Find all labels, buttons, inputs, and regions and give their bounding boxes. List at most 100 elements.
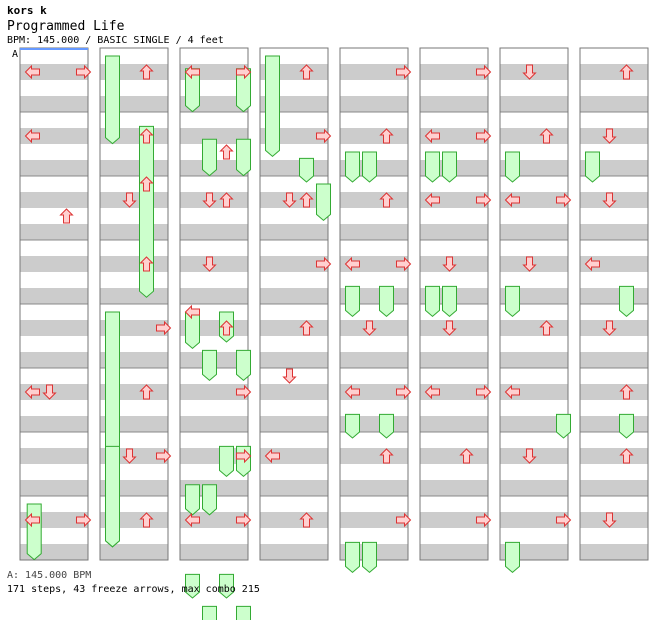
bpm-legend: A: 145.000 BPM (7, 570, 92, 581)
freeze-arrow (585, 151, 600, 183)
step-arrow-down (522, 448, 537, 464)
step-arrow-up (139, 176, 154, 192)
step-arrow-right (156, 320, 172, 336)
step-arrow-up (139, 256, 154, 272)
song-title: Programmed Life (7, 19, 125, 34)
step-arrow-up (379, 448, 394, 464)
freeze-arrow (105, 445, 120, 548)
column-border (419, 47, 489, 561)
beat-stripe (500, 224, 568, 240)
beat-stripe (20, 192, 88, 208)
step-arrow-down (442, 320, 457, 336)
beat-stripe (260, 224, 328, 240)
step-arrow-down (202, 192, 217, 208)
beat-stripe (420, 480, 488, 496)
step-arrow-down (42, 384, 57, 400)
beat-stripe (500, 320, 568, 336)
freeze-arrow (105, 55, 120, 145)
beat-stripe (20, 448, 88, 464)
beat-stripe (420, 256, 488, 272)
beat-stripe (340, 352, 408, 368)
step-arrow-up (619, 384, 634, 400)
freeze-arrow (619, 285, 634, 318)
freeze-arrow (316, 183, 331, 222)
beat-stripe (500, 384, 568, 400)
beat-stripe (260, 544, 328, 560)
freeze-arrow (202, 605, 217, 620)
freeze-arrow (236, 349, 251, 382)
bpm-marker-label: A (12, 49, 18, 60)
beat-stripe (100, 160, 168, 176)
freeze-arrow (556, 413, 571, 439)
step-arrow-down (602, 512, 617, 528)
column-border (99, 47, 169, 561)
step-arrow-right (556, 512, 572, 528)
beat-stripe (20, 256, 88, 272)
freeze-arrow (185, 573, 200, 599)
step-arrow-down (122, 192, 137, 208)
step-arrow-left (424, 384, 440, 400)
step-arrow-up (379, 192, 394, 208)
step-arrow-left (424, 128, 440, 144)
step-arrow-right (156, 448, 172, 464)
freeze-arrow (236, 68, 251, 113)
freeze-arrow (505, 285, 520, 318)
beat-stripe (420, 64, 488, 80)
step-arrow-up (539, 128, 554, 144)
beat-stripe (580, 288, 648, 304)
beat-stripe (20, 320, 88, 336)
beat-stripe (420, 352, 488, 368)
step-arrow-left (184, 304, 200, 320)
beat-stripe (420, 384, 488, 400)
step-arrow-right (236, 512, 252, 528)
step-arrow-right (396, 384, 412, 400)
freeze-arrow (219, 445, 234, 478)
beat-stripe (420, 448, 488, 464)
beat-stripe (180, 192, 248, 208)
beat-stripe (260, 416, 328, 432)
step-arrow-left (344, 256, 360, 272)
step-stats: 171 steps, 43 freeze arrows, max combo 2… (7, 584, 260, 595)
step-arrow-right (316, 128, 332, 144)
step-arrow-right (476, 128, 492, 144)
step-arrow-right (396, 64, 412, 80)
beat-stripe (580, 512, 648, 528)
freeze-arrow (219, 573, 234, 599)
step-arrow-up (59, 208, 74, 224)
freeze-arrow (345, 413, 360, 439)
beat-stripe (260, 512, 328, 528)
step-arrow-right (476, 192, 492, 208)
step-arrow-down (442, 256, 457, 272)
beat-stripe (340, 128, 408, 144)
step-arrow-up (459, 448, 474, 464)
step-arrow-left (24, 384, 40, 400)
beat-stripe (500, 448, 568, 464)
column-border (499, 47, 569, 561)
beat-stripe (580, 64, 648, 80)
beat-stripe (260, 352, 328, 368)
freeze-arrow (425, 151, 440, 183)
chart-column (99, 47, 172, 561)
beat-stripe (580, 256, 648, 272)
column-border (179, 47, 249, 561)
step-arrow-up (219, 320, 234, 336)
freeze-arrow (505, 151, 520, 183)
beat-stripe (260, 288, 328, 304)
step-arrow-left (504, 192, 520, 208)
beat-stripe (500, 64, 568, 80)
beat-stripe (580, 384, 648, 400)
chart-column (419, 47, 492, 561)
beat-stripe (500, 256, 568, 272)
step-arrow-down (602, 128, 617, 144)
beat-stripe (180, 512, 248, 528)
step-arrow-up (299, 512, 314, 528)
beat-stripe (500, 480, 568, 496)
beat-stripe (180, 544, 248, 560)
freeze-arrow (619, 413, 634, 439)
beat-stripe (180, 288, 248, 304)
beat-stripe (260, 320, 328, 336)
step-arrow-down (522, 256, 537, 272)
beat-stripe (100, 224, 168, 240)
chart-column (579, 47, 649, 561)
beat-stripe (100, 192, 168, 208)
